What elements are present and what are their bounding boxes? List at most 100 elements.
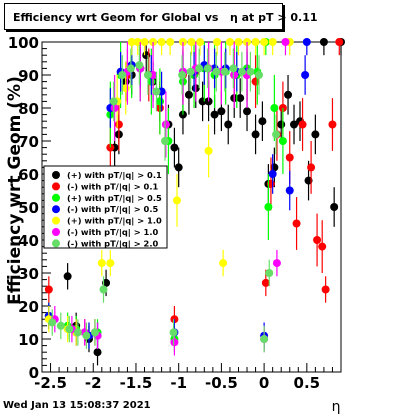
data-point <box>195 64 204 73</box>
data-point <box>224 120 233 129</box>
data-point <box>265 269 274 277</box>
data-point <box>210 110 219 119</box>
data-point <box>56 321 65 330</box>
data-point <box>178 71 187 79</box>
data-point <box>161 120 170 129</box>
y-tick-label: 70 <box>18 133 39 151</box>
data-point <box>246 67 255 76</box>
data-point <box>261 278 270 287</box>
legend-marker <box>52 171 60 179</box>
data-point <box>321 285 330 294</box>
data-point <box>127 38 136 46</box>
x-tick-label: -1.5 <box>120 374 153 392</box>
data-point <box>219 259 228 268</box>
data-point <box>270 104 279 112</box>
data-point <box>236 94 245 103</box>
data-point <box>264 203 273 211</box>
y-tick-label: 40 <box>18 232 39 250</box>
data-point <box>213 38 222 46</box>
data-point <box>225 38 234 46</box>
footer-timestamp: Wed Jan 13 15:08:37 2021 <box>3 400 151 411</box>
data-point <box>258 117 267 126</box>
legend-marker <box>52 216 60 225</box>
data-point <box>118 71 127 79</box>
legend-label: (-) with pT/|q| > 2.0 <box>67 238 158 248</box>
legend-label: (+) with pT/|q| > 0.1 <box>67 170 162 180</box>
data-point <box>135 61 144 70</box>
data-point <box>272 259 281 268</box>
data-point <box>311 130 320 139</box>
x-tick-label: 0.5 <box>294 374 321 392</box>
data-point <box>161 137 170 145</box>
data-point <box>126 64 135 73</box>
legend-marker <box>52 182 60 191</box>
data-point <box>63 272 72 281</box>
data-point <box>237 67 246 76</box>
data-point <box>229 64 238 73</box>
data-point <box>302 38 311 46</box>
data-point <box>82 331 91 340</box>
data-point <box>284 90 293 99</box>
data-point <box>318 242 327 251</box>
y-tick-label: 60 <box>18 166 39 184</box>
data-point <box>251 130 260 139</box>
data-point <box>217 107 226 116</box>
data-point <box>277 120 286 129</box>
data-point <box>166 38 175 46</box>
data-point <box>157 38 166 46</box>
y-tick-label: 0 <box>29 364 39 382</box>
data-point <box>272 130 281 139</box>
data-point <box>260 38 269 46</box>
data-point <box>90 328 99 337</box>
chart-title-box: Efficiency wrt Geom for Global vs η at p… <box>4 3 318 30</box>
data-point <box>172 196 181 205</box>
data-point <box>170 338 179 347</box>
data-point <box>307 163 316 172</box>
data-point <box>285 153 294 162</box>
legend-marker <box>52 228 60 236</box>
data-point <box>234 38 243 46</box>
y-tick-label: 10 <box>18 331 39 349</box>
y-tick-label: 80 <box>18 100 39 118</box>
data-point <box>110 104 119 112</box>
data-point <box>184 90 193 99</box>
data-point <box>65 325 74 334</box>
legend-label: (-) with pT/|q| > 0.1 <box>67 181 158 191</box>
y-tick-label: 50 <box>18 199 39 217</box>
data-point <box>143 71 152 79</box>
data-point <box>290 120 299 129</box>
data-point <box>278 137 287 145</box>
data-point <box>48 318 57 327</box>
data-layer <box>44 38 345 366</box>
data-point <box>281 38 290 46</box>
data-point <box>109 97 118 106</box>
data-point <box>106 259 115 268</box>
data-point <box>251 38 260 46</box>
data-point <box>44 285 53 294</box>
data-point <box>186 67 195 76</box>
data-point <box>152 87 161 96</box>
data-point <box>93 348 102 357</box>
legend-label: (+) with pT/|q| > 0.5 <box>67 193 162 203</box>
y-tick-label: 30 <box>18 265 39 283</box>
x-tick-label: 0 <box>259 374 269 392</box>
legend-marker <box>52 193 60 202</box>
legend-label: (-) with pT/|q| > 0.5 <box>67 204 158 214</box>
data-point <box>292 219 301 228</box>
x-tick-label: -1 <box>170 374 187 392</box>
data-point <box>313 236 322 244</box>
chart-title: Efficiency wrt Geom for Global vs η at p… <box>13 11 318 24</box>
data-point <box>268 170 277 178</box>
y-tick-label: 20 <box>18 298 39 316</box>
data-point <box>243 107 252 116</box>
data-point <box>260 335 269 343</box>
data-point <box>285 186 294 195</box>
data-point <box>298 120 307 129</box>
data-point <box>319 38 328 46</box>
data-point <box>212 67 221 76</box>
y-tick-label: 90 <box>18 67 39 85</box>
data-point <box>121 84 130 93</box>
x-tick-label: -0.5 <box>205 374 238 392</box>
data-point <box>204 146 213 155</box>
